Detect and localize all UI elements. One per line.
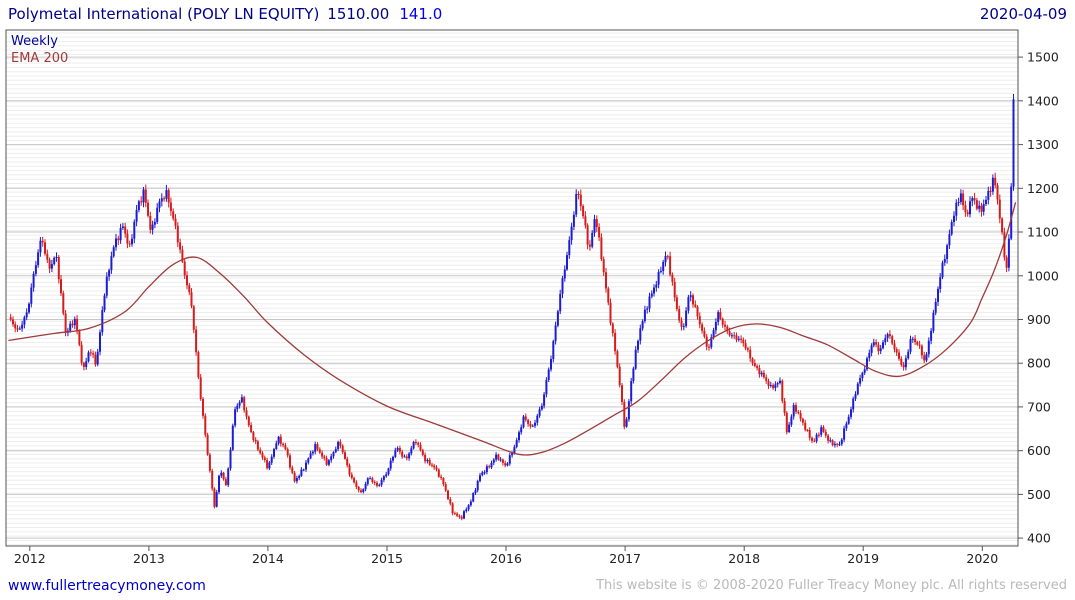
- y-axis-label: 900: [1027, 312, 1051, 327]
- y-axis-label: 800: [1027, 356, 1051, 371]
- chart-header: Polymetal International (POLY LN EQUITY)…: [8, 5, 1067, 27]
- gridlines: [6, 56, 1018, 539]
- y-axis-label: 1000: [1027, 268, 1059, 283]
- site-link[interactable]: www.fullertreacymoney.com: [8, 578, 206, 594]
- y-axis-label: 600: [1027, 443, 1051, 458]
- x-axis-label: 2014: [252, 551, 284, 566]
- instrument-name: Polymetal International (POLY LN EQUITY): [8, 5, 320, 23]
- x-axis-label: 2016: [490, 551, 522, 566]
- y-axis-label: 1100: [1027, 225, 1059, 240]
- chart-date: 2020-04-09: [979, 5, 1067, 23]
- x-axis-label: 2013: [133, 551, 165, 566]
- price-change: 141.0: [399, 5, 443, 23]
- y-axis-label: 1200: [1027, 181, 1059, 196]
- y-axis-label: 1400: [1027, 93, 1059, 108]
- y-axis-label: 1300: [1027, 137, 1059, 152]
- chart-title: Polymetal International (POLY LN EQUITY)…: [8, 5, 442, 23]
- ema-line: [8, 202, 1017, 456]
- x-axis-label: 2019: [847, 551, 879, 566]
- x-axis-label: 2017: [609, 551, 641, 566]
- grid-stripes: [6, 32, 1018, 546]
- last-price: 1510.00: [327, 5, 390, 23]
- x-axis-label: 2015: [371, 551, 403, 566]
- x-axis-label: 2012: [14, 551, 46, 566]
- plot-border: [5, 29, 1019, 547]
- x-axis-label: 2018: [728, 551, 760, 566]
- y-axis-label: 1500: [1027, 50, 1059, 65]
- x-axis-label: 2020: [966, 551, 998, 566]
- y-axis-label: 500: [1027, 487, 1051, 502]
- copyright-text: This website is © 2008-2020 Fuller Treac…: [596, 578, 1067, 593]
- y-axis-label: 700: [1027, 399, 1051, 414]
- y-axis-label: 400: [1027, 531, 1051, 546]
